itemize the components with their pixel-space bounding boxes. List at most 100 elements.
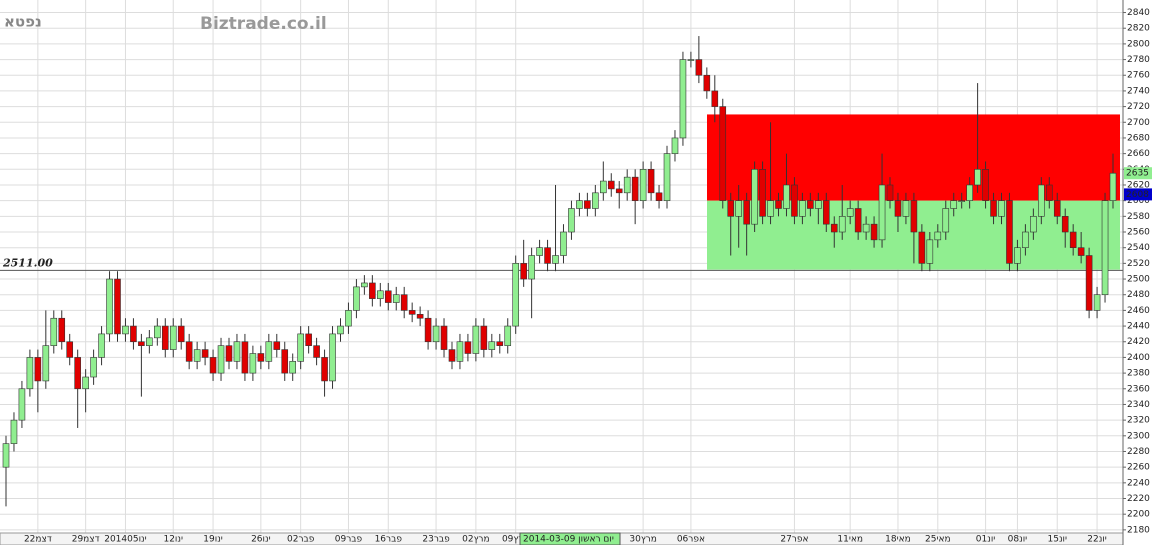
candle-body	[886, 184, 894, 201]
candle-body	[759, 169, 766, 217]
level-label: 2511.00	[2, 256, 53, 269]
candle-body	[472, 325, 480, 354]
candle-body	[838, 216, 846, 233]
y-tick-label: 2600	[1127, 196, 1150, 206]
candle-body	[966, 184, 973, 201]
candle-body	[592, 192, 599, 209]
candle-body	[584, 200, 591, 209]
candle-body	[488, 341, 496, 350]
candle-body	[177, 325, 185, 343]
candle-body	[26, 357, 34, 390]
candle-body	[1093, 294, 1101, 311]
candle-body	[711, 90, 719, 107]
candle-body	[528, 255, 535, 280]
y-tick-label: 2560	[1127, 228, 1150, 238]
x-tick-label: 22יונ	[1087, 535, 1107, 545]
candle-body	[440, 325, 448, 350]
candle-body	[934, 231, 942, 241]
candle-body	[600, 180, 607, 194]
candle-body	[161, 325, 169, 350]
candle-body	[576, 200, 583, 209]
watermark: Biztrade.co.il	[200, 14, 327, 34]
candle-body	[1109, 172, 1117, 201]
candle-body	[249, 353, 257, 374]
candle-body	[90, 357, 97, 378]
candle-body	[257, 353, 265, 362]
y-tick-label: 2200	[1127, 510, 1150, 520]
y-tick-label: 2580	[1127, 212, 1150, 222]
candle-body	[791, 184, 798, 217]
candle-body	[201, 349, 209, 358]
candle-body	[615, 188, 623, 194]
candle-body	[424, 317, 432, 343]
candle-body	[568, 208, 575, 233]
candle-body	[751, 169, 758, 225]
candle-body	[193, 349, 201, 362]
candle-body	[775, 200, 782, 209]
x-tick-label: 19ינו	[203, 535, 223, 545]
candle-body	[910, 200, 918, 233]
candle-body	[408, 310, 416, 315]
y-tick-label: 2340	[1127, 400, 1150, 410]
y-tick-label: 2300	[1127, 431, 1150, 441]
candle-body	[862, 223, 870, 233]
candle-body	[942, 208, 950, 233]
candle-body	[767, 200, 774, 217]
candle-body	[138, 341, 145, 346]
x-tick-label: 29דצמ	[72, 535, 100, 545]
y-tick-label: 2320	[1127, 416, 1150, 426]
x-tick-label: 27אפר	[780, 535, 808, 545]
candle-body	[106, 278, 113, 335]
y-tick-label: 2800	[1127, 39, 1150, 49]
candle-body	[154, 325, 161, 339]
candle-body	[926, 239, 934, 264]
y-tick-label: 2440	[1127, 322, 1150, 332]
y-tick-label: 2760	[1127, 71, 1150, 81]
candle-body	[719, 106, 727, 201]
candle-body	[743, 200, 750, 225]
candle-body	[353, 286, 360, 311]
candle-body	[663, 153, 671, 201]
symbol: נפטא	[4, 13, 42, 31]
candle-body	[18, 388, 26, 421]
candle-body	[337, 325, 344, 335]
zone	[707, 114, 1120, 201]
candle-body	[679, 59, 687, 139]
candle-body	[1006, 200, 1013, 264]
candle-body	[74, 357, 81, 390]
x-tick-label: 01יונ	[976, 535, 996, 545]
x-tick-label: 23פבר	[422, 535, 450, 545]
candle-body	[225, 345, 233, 362]
candle-body	[623, 176, 631, 194]
candle-body	[146, 337, 153, 346]
candle-body	[361, 282, 368, 288]
cursor-box	[519, 532, 621, 545]
candle-body	[918, 231, 926, 264]
candle-body	[169, 325, 177, 350]
y-tick-label: 2220	[1127, 494, 1150, 504]
x-tick-label: 02מרץ	[462, 535, 490, 545]
y-tick-label: 2700	[1127, 118, 1150, 128]
y-tick-label: 2280	[1127, 447, 1150, 457]
candle-body	[456, 341, 464, 362]
x-tick-label: 25מאי	[925, 535, 951, 545]
y-tick-label: 2460	[1127, 306, 1150, 316]
candle-body	[807, 200, 814, 209]
candle-body	[448, 349, 456, 362]
candle-body	[982, 169, 989, 201]
candle-body	[377, 290, 384, 299]
price-marker-label: 2608	[1126, 190, 1149, 200]
candle-body	[241, 341, 249, 374]
price-marker-label: 2635	[1126, 169, 1149, 179]
candle-body	[974, 169, 981, 186]
candle-body	[958, 200, 965, 202]
candle-body	[512, 263, 519, 327]
candle-body	[209, 357, 217, 374]
price-marker	[1124, 167, 1152, 180]
candle-body	[846, 208, 854, 217]
candle-body	[273, 341, 281, 350]
candle-body	[727, 200, 735, 217]
x-tick-label: 15יונ	[1047, 535, 1067, 545]
candle-body	[217, 345, 225, 374]
